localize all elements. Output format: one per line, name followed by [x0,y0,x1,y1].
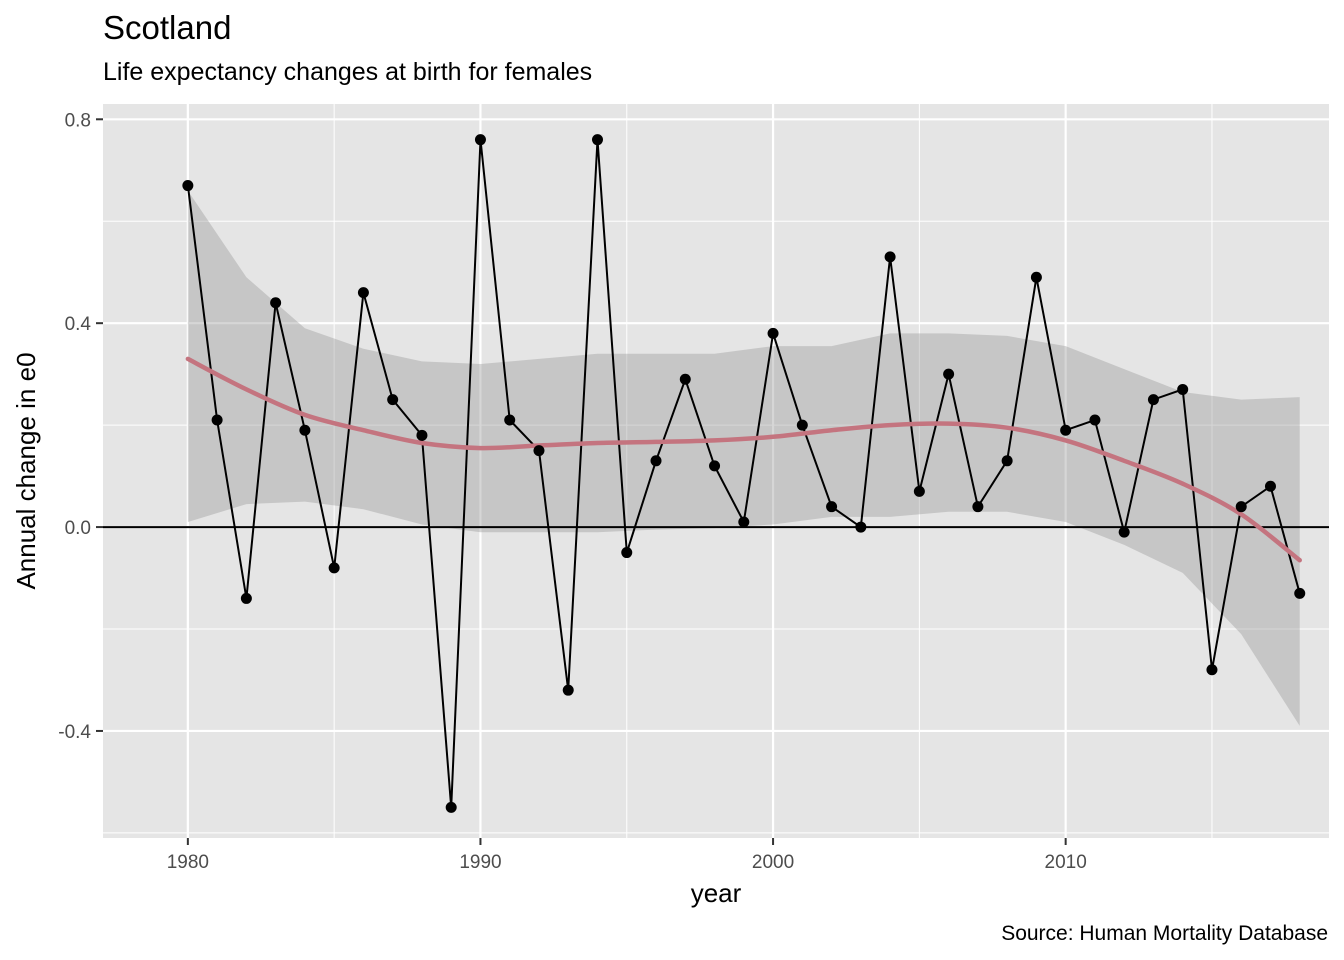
chart-subtitle: Life expectancy changes at birth for fem… [103,58,593,86]
data-point [357,287,369,299]
y-tick-label: 0.0 [65,518,91,539]
data-point [240,592,252,604]
data-point [416,429,428,441]
data-point [504,414,516,426]
data-point [972,501,984,513]
chart-title: Scotland [103,9,232,46]
y-axis-title: Annual change in e0 [11,352,41,589]
data-point [650,455,662,467]
data-point [884,251,896,263]
confidence-band [187,190,1300,726]
data-point [709,460,721,472]
y-tick-label: -0.4 [58,722,91,743]
data-point [299,424,311,436]
data-point [387,394,399,406]
data-point [1060,424,1072,436]
data-point [270,297,282,309]
data-point [1294,587,1306,599]
data-point [1235,501,1247,513]
smooth-trend-line [185,356,1302,563]
x-axis-title: year [691,878,742,908]
data-point [621,547,633,559]
x-tick-label: 1990 [459,852,501,873]
data-point [211,414,223,426]
minor-gridlines [103,104,1329,838]
x-axis: 1980 1990 2000 2010 [167,838,1087,873]
data-point [562,684,574,696]
data-point [855,521,867,533]
y-axis: -0.4 0.0 0.4 0.8 [58,110,103,743]
data-point [1177,383,1189,395]
x-tick-label: 2010 [1045,852,1087,873]
data-point [1147,394,1159,406]
data-point [1118,526,1130,538]
x-tick-label: 2000 [752,852,794,873]
data-point [182,180,194,192]
data-point [591,134,603,146]
data-point [738,516,750,528]
data-point [767,327,779,339]
data-point [796,419,808,431]
data-point [943,368,955,380]
source-caption: Source: Human Mortality Database [1001,922,1328,945]
x-tick-label: 1980 [167,852,209,873]
y-tick-label: 0.8 [65,110,91,131]
data-point [533,445,545,457]
data-point [1001,455,1013,467]
data-point [1206,664,1218,676]
data-point [474,134,486,146]
data-points [182,134,1306,813]
data-point [913,485,925,497]
data-point [328,562,340,574]
data-point [826,501,838,513]
y-tick-label: 0.4 [65,314,92,335]
data-point [679,373,691,385]
data-point [445,801,457,813]
data-point [1030,271,1042,283]
data-point [1089,414,1101,426]
data-point [1264,480,1276,492]
